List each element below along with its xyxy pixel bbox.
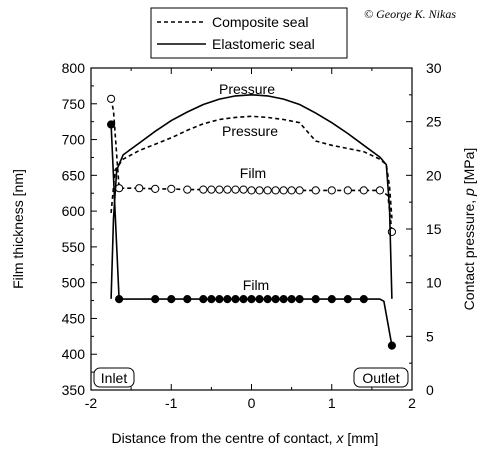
data-point-composite-seal-film — [255, 186, 264, 195]
x-tick-label: 0 — [248, 395, 256, 411]
data-point-elastomeric-seal-film — [215, 295, 224, 304]
copyright-text: © George K. Nikas — [364, 7, 456, 21]
data-point-composite-seal-film — [343, 186, 352, 195]
outlet-box — [353, 367, 409, 388]
data-point-composite-seal-film — [215, 185, 224, 194]
annotation-film-lower: Film — [243, 277, 269, 293]
data-point-composite-seal-film — [359, 186, 368, 195]
legend-box — [150, 7, 348, 59]
data-point-composite-seal-film — [107, 94, 116, 103]
plot-frame — [90, 67, 413, 391]
y-tick-label-left: 400 — [62, 346, 86, 362]
y-tick-label-right: 20 — [426, 167, 442, 183]
data-point-elastomeric-seal-film — [327, 295, 336, 304]
y-tick-label-left: 750 — [62, 96, 86, 112]
series-line-elastomeric-seal-pressure — [110, 94, 393, 299]
data-point-elastomeric-seal-film — [343, 295, 352, 304]
data-point-composite-seal-film — [207, 185, 216, 194]
inlet-label: Inlet — [101, 370, 128, 386]
y-tick-label-right: 5 — [426, 328, 434, 344]
data-point-elastomeric-seal-film — [239, 295, 248, 304]
data-point-elastomeric-seal-film — [107, 120, 116, 129]
ticks-layer: -2 -1 0 1 2 350 400 450 500 550 600 650 700 750 800 0 5 1… — [62, 60, 442, 411]
y-axis-label-right: Contact pressure, p [MPa] — [461, 148, 477, 311]
data-point-composite-seal-film — [239, 185, 248, 194]
y-tick-label-left: 650 — [62, 167, 86, 183]
data-point-elastomeric-seal-film — [183, 295, 192, 304]
data-point-elastomeric-seal-film — [247, 295, 256, 304]
data-point-composite-seal-film — [135, 184, 144, 193]
inlet-box — [93, 367, 135, 388]
y-tick-label-right: 0 — [426, 382, 434, 398]
data-point-composite-seal-film — [183, 185, 192, 194]
data-point-composite-seal-film — [199, 185, 208, 194]
y-tick-label-left: 450 — [62, 310, 86, 326]
data-point-composite-seal-film — [295, 186, 304, 195]
data-point-elastomeric-seal-film — [279, 295, 288, 304]
series-layer — [107, 94, 396, 350]
data-point-composite-seal-film — [271, 186, 280, 195]
y-tick-label-left: 800 — [62, 60, 86, 76]
legend-label-elastomeric: Elastomeric seal — [212, 36, 315, 52]
data-point-composite-seal-film — [263, 186, 272, 195]
y-axis-label-left: Film thickness [nm] — [10, 169, 26, 289]
data-point-composite-seal-film — [223, 185, 232, 194]
y-tick-label-right: 10 — [426, 275, 442, 291]
data-point-composite-seal-film — [247, 186, 256, 195]
series-line-composite-seal-pressure — [110, 115, 393, 219]
y-tick-label-left: 600 — [62, 203, 86, 219]
data-point-composite-seal-film — [311, 186, 320, 195]
data-point-elastomeric-seal-film — [263, 295, 272, 304]
y-tick-label-left: 550 — [62, 239, 86, 255]
data-point-elastomeric-seal-film — [359, 295, 368, 304]
data-point-elastomeric-seal-film — [387, 341, 396, 350]
data-point-composite-seal-film — [231, 185, 240, 194]
x-tick-label: -1 — [165, 395, 178, 411]
data-point-elastomeric-seal-film — [167, 295, 176, 304]
data-point-composite-seal-film — [151, 184, 160, 193]
data-point-elastomeric-seal-film — [115, 295, 124, 304]
y-tick-label-right: 15 — [426, 221, 442, 237]
x-axis-label: Distance from the centre of contact, x [… — [112, 430, 379, 446]
y-tick-label-left: 500 — [62, 275, 86, 291]
y-tick-label-left: 700 — [62, 132, 86, 148]
data-point-composite-seal-film — [375, 186, 384, 195]
data-point-composite-seal-film — [167, 184, 176, 193]
data-point-composite-seal-film — [115, 184, 124, 193]
legend-label-composite: Composite seal — [212, 14, 309, 30]
x-tick-label: 2 — [408, 395, 416, 411]
legend: Composite seal Elastomeric seal — [150, 7, 348, 59]
data-point-composite-seal-film — [279, 186, 288, 195]
data-point-composite-seal-film — [327, 186, 336, 195]
series-line-elastomeric-seal-film — [110, 124, 393, 346]
data-point-composite-seal-film — [287, 186, 296, 195]
data-point-elastomeric-seal-film — [231, 295, 240, 304]
x-tick-label: 1 — [328, 395, 336, 411]
y-tick-label-right: 30 — [426, 60, 442, 76]
x-tick-label: -2 — [85, 395, 98, 411]
data-point-elastomeric-seal-film — [223, 295, 232, 304]
data-point-elastomeric-seal-film — [207, 295, 216, 304]
annotation-film-upper: Film — [240, 165, 266, 181]
y-tick-label-left: 350 — [62, 382, 86, 398]
annotation-pressure-upper: Pressure — [219, 81, 275, 97]
annotation-pressure-lower: Pressure — [222, 123, 278, 139]
data-point-elastomeric-seal-film — [311, 295, 320, 304]
data-point-elastomeric-seal-film — [255, 295, 264, 304]
y-tick-label-right: 25 — [426, 114, 442, 130]
data-point-elastomeric-seal-film — [271, 295, 280, 304]
data-point-elastomeric-seal-film — [295, 295, 304, 304]
data-point-elastomeric-seal-film — [151, 295, 160, 304]
data-point-elastomeric-seal-film — [199, 295, 208, 304]
outlet-label: Outlet — [362, 370, 399, 386]
data-point-elastomeric-seal-film — [287, 295, 296, 304]
